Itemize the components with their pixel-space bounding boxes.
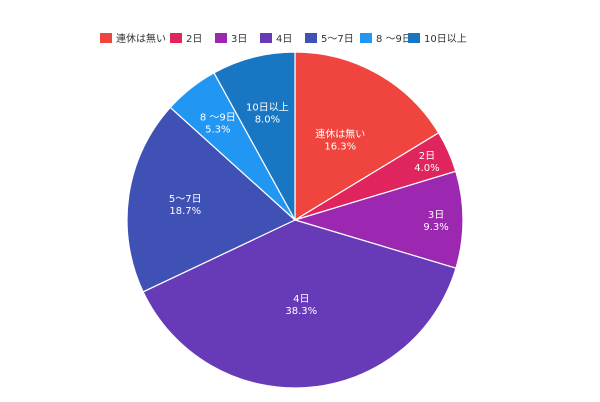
- pie-slice: [292, 170, 464, 269]
- chart-legend: 連休は無い 2日 3日 4日 5〜7日 8 〜9日 10日以上: [100, 32, 467, 45]
- pie-slice: [294, 51, 440, 222]
- slice-category-label: 2日: [419, 151, 435, 162]
- pie-slice: [126, 106, 297, 293]
- legend-label: 3日: [231, 34, 247, 45]
- pie-slice: [213, 51, 296, 221]
- legend-swatch: [260, 33, 272, 43]
- slice-value-label: 38.3%: [285, 306, 317, 317]
- slice-value-label: 5.3%: [205, 125, 230, 136]
- legend-label: 4日: [276, 34, 292, 45]
- slice-value-label: 16.3%: [324, 142, 356, 153]
- legend-swatch: [170, 33, 182, 43]
- legend-label: 連休は無い: [116, 32, 166, 45]
- legend-swatch: [360, 33, 372, 43]
- legend-swatch: [305, 33, 317, 43]
- legend-swatch: [408, 33, 420, 43]
- legend-label: 8 〜9日: [376, 34, 412, 45]
- slice-value-label: 18.7%: [169, 206, 201, 217]
- slice-value-label: 8.0%: [255, 115, 280, 126]
- legend-swatch: [215, 33, 227, 43]
- slice-category-label: 10日以上: [246, 102, 289, 114]
- legend-label: 2日: [186, 34, 202, 45]
- legend-label: 10日以上: [424, 33, 467, 45]
- legend-label: 5〜7日: [321, 34, 354, 45]
- slice-category-label: 4日: [293, 294, 309, 305]
- slice-category-label: 連休は無い: [315, 128, 365, 141]
- slice-value-label: 4.0%: [414, 163, 439, 174]
- slice-category-label: 5〜7日: [169, 194, 202, 205]
- slice-value-label: 9.3%: [423, 222, 448, 233]
- slice-category-label: 3日: [428, 210, 444, 221]
- pie-slices: [126, 51, 464, 389]
- pie-slice: [142, 219, 457, 389]
- slice-category-label: 8 〜9日: [200, 113, 236, 124]
- legend-swatch: [100, 33, 112, 43]
